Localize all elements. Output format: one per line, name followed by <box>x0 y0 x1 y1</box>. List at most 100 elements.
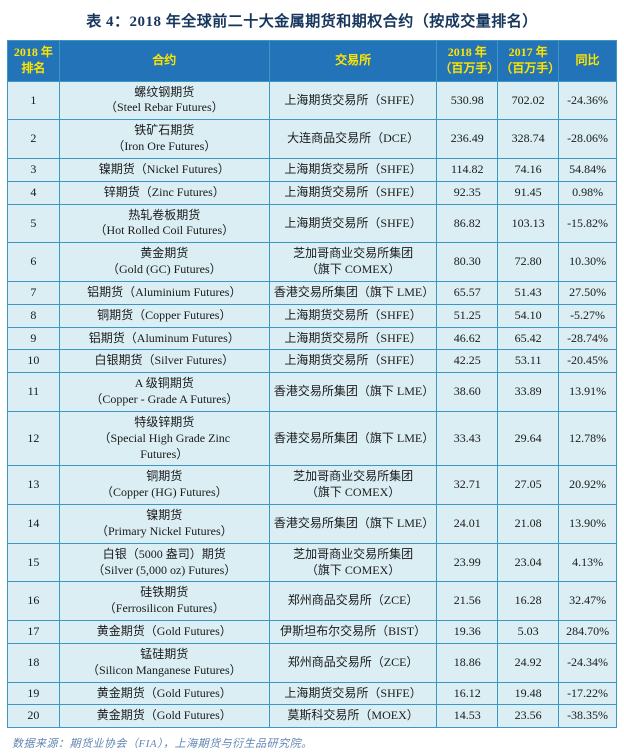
yoy-cell: 27.50% <box>558 280 617 305</box>
vol-2017-cell: 27.05 <box>497 465 560 506</box>
exchange-cell: 香港交易所集团（旗下 LME） <box>268 372 438 412</box>
rank-cell: 2 <box>7 119 60 159</box>
contract-cell: 特级锌期货 （Special High Grade Zinc Futures） <box>58 410 270 467</box>
exchange-cell: 上海期货交易所（SHFE） <box>268 681 438 706</box>
exchange-cell: 大连商品交易所（DCE） <box>268 119 438 159</box>
contract-cell: 黄金期货（Gold Futures） <box>58 704 270 729</box>
exchange-cell: 上海期货交易所（SHFE） <box>268 303 438 328</box>
vol-2018-cell: 114.82 <box>436 157 499 182</box>
exchange-cell: 伊斯坦布尔交易所（BIST） <box>268 620 438 644</box>
rank-cell: 17 <box>7 620 60 644</box>
vol-2017-cell: 53.11 <box>497 349 560 374</box>
table-row: 12 特级锌期货 （Special High Grade Zinc Futures… <box>7 410 617 467</box>
exchange-cell: 上海期货交易所（SHFE） <box>268 203 438 244</box>
rank-cell: 16 <box>7 581 60 622</box>
vol-2018-cell: 32.71 <box>436 465 499 506</box>
rank-cell: 5 <box>7 203 60 244</box>
yoy-cell: -24.36% <box>558 80 617 121</box>
vol-2017-cell: 23.04 <box>497 542 560 583</box>
header-cell: 交易所 <box>268 40 438 82</box>
contract-cell: 锰硅期货 （Silicon Manganese Futures） <box>58 642 270 683</box>
vol-2018-cell: 65.57 <box>436 280 499 305</box>
data-source-note: 数据来源：期货业协会（FIA），上海期货与衍生品研究院。 <box>12 738 313 751</box>
table-row: 8 铜期货（Copper Futures） 上海期货交易所（SHFE） 51.25 54… <box>7 303 617 328</box>
exchange-cell: 郑州商品交易所（ZCE） <box>268 581 438 622</box>
vol-2017-cell: 29.64 <box>497 410 560 467</box>
table-row: 7 铝期货（Aluminium Futures） 香港交易所集团（旗下 LME） 65… <box>7 280 617 305</box>
yoy-cell: 32.47% <box>558 581 617 622</box>
rank-cell: 19 <box>7 681 60 706</box>
vol-2017-cell: 51.43 <box>497 280 560 305</box>
yoy-cell: -20.45% <box>558 349 617 374</box>
header-cell: 同比 <box>558 40 617 82</box>
rank-cell: 18 <box>7 642 60 683</box>
vol-2017-cell: 16.28 <box>497 581 560 622</box>
vol-2017-cell: 24.92 <box>497 642 560 683</box>
vol-2018-cell: 21.56 <box>436 581 499 622</box>
contract-cell: 螺纹钢期货 （Steel Rebar Futures） <box>58 80 270 121</box>
rank-cell: 1 <box>7 80 60 121</box>
vol-2018-cell: 23.99 <box>436 542 499 583</box>
vol-2018-cell: 14.53 <box>436 704 499 729</box>
contract-cell: 镍期货 （Primary Nickel Futures） <box>58 504 270 544</box>
table-row: 6 黄金期货 （Gold (GC) Futures） 芝加哥商业交易所集团 （旗下 … <box>7 242 617 282</box>
table-row: 15 白银（5000 盎司）期货 （Silver (5,000 oz) Futur… <box>7 542 617 583</box>
yoy-cell: 284.70% <box>558 620 617 644</box>
yoy-cell: 4.13% <box>558 542 617 583</box>
exchange-cell: 上海期货交易所（SHFE） <box>268 180 438 205</box>
header-row: 2018 年 排名 合约 交易所 2018 年 （百万手） 2017 年 （百万手） 同比 <box>7 40 617 82</box>
table-row: 18 锰硅期货 （Silicon Manganese Futures） 郑州商品交易… <box>7 642 617 683</box>
vol-2018-cell: 86.82 <box>436 203 499 244</box>
exchange-cell: 上海期货交易所（SHFE） <box>268 326 438 351</box>
exchange-cell: 香港交易所集团（旗下 LME） <box>268 280 438 305</box>
table-row: 4 锌期货（Zinc Futures） 上海期货交易所（SHFE） 92.35 91.4… <box>7 180 617 205</box>
table-row: 17 黄金期货（Gold Futures） 伊斯坦布尔交易所（BIST） 19.36 5… <box>7 620 617 644</box>
rank-cell: 20 <box>7 704 60 729</box>
vol-2017-cell: 328.74 <box>497 119 560 159</box>
yoy-cell: 13.91% <box>558 372 617 412</box>
contract-cell: 锌期货（Zinc Futures） <box>58 180 270 205</box>
vol-2017-cell: 19.48 <box>497 681 560 706</box>
yoy-cell: -28.06% <box>558 119 617 159</box>
yoy-cell: -38.35% <box>558 704 617 729</box>
vol-2017-cell: 5.03 <box>497 620 560 644</box>
table-row: 19 黄金期货（Gold Futures） 上海期货交易所（SHFE） 16.12 19… <box>7 681 617 706</box>
vol-2018-cell: 236.49 <box>436 119 499 159</box>
yoy-cell: -28.74% <box>558 326 617 351</box>
contract-cell: 黄金期货 （Gold (GC) Futures） <box>58 242 270 282</box>
table-row: 14 镍期货 （Primary Nickel Futures） 香港交易所集团（旗下… <box>7 504 617 544</box>
table-row: 9 铝期货（Aluminum Futures） 上海期货交易所（SHFE） 46.62… <box>7 326 617 351</box>
contract-cell: 铜期货（Copper Futures） <box>58 303 270 328</box>
vol-2018-cell: 19.36 <box>436 620 499 644</box>
header-cell: 2018 年 排名 <box>7 40 60 82</box>
vol-2017-cell: 74.16 <box>497 157 560 182</box>
vol-2017-cell: 21.08 <box>497 504 560 544</box>
contract-cell: 铁矿石期货 （Iron Ore Futures） <box>58 119 270 159</box>
vol-2018-cell: 24.01 <box>436 504 499 544</box>
table-row: 10 白银期货（Silver Futures） 上海期货交易所（SHFE） 42.25… <box>7 349 617 374</box>
yoy-cell: 13.90% <box>558 504 617 544</box>
exchange-cell: 香港交易所集团（旗下 LME） <box>268 504 438 544</box>
vol-2017-cell: 702.02 <box>497 80 560 121</box>
rank-cell: 7 <box>7 280 60 305</box>
yoy-cell: -15.82% <box>558 203 617 244</box>
contract-cell: 铝期货（Aluminium Futures） <box>58 280 270 305</box>
contract-cell: 白银期货（Silver Futures） <box>58 349 270 374</box>
table-body: 1 螺纹钢期货 （Steel Rebar Futures） 上海期货交易所（SHFE… <box>7 80 617 729</box>
rank-cell: 14 <box>7 504 60 544</box>
yoy-cell: 20.92% <box>558 465 617 506</box>
contract-cell: 硅铁期货 （Ferrosilicon Futures） <box>58 581 270 622</box>
contract-cell: 铜期货 （Copper (HG) Futures） <box>58 465 270 506</box>
rank-cell: 3 <box>7 157 60 182</box>
table-title: 表 4：2018 年全球前二十大金属期货和期权合约（按成交量排名） <box>86 14 538 30</box>
exchange-cell: 芝加哥商业交易所集团 （旗下 COMEX） <box>268 242 438 282</box>
exchange-cell: 上海期货交易所（SHFE） <box>268 80 438 121</box>
vol-2018-cell: 38.60 <box>436 372 499 412</box>
vol-2018-cell: 46.62 <box>436 326 499 351</box>
yoy-cell: 10.30% <box>558 242 617 282</box>
vol-2017-cell: 91.45 <box>497 180 560 205</box>
header-cell: 2017 年 （百万手） <box>497 40 560 82</box>
rank-cell: 9 <box>7 326 60 351</box>
table-row: 16 硅铁期货 （Ferrosilicon Futures） 郑州商品交易所（ZCE… <box>7 581 617 622</box>
